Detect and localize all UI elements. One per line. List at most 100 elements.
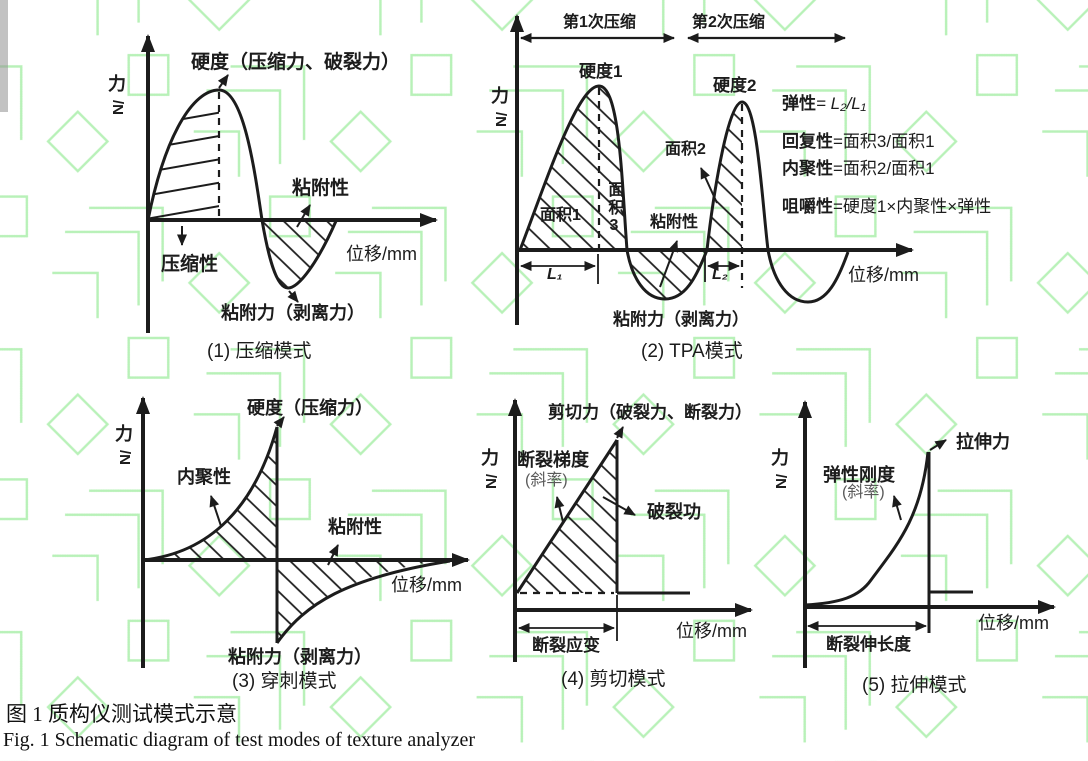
decay-curve: [275, 559, 451, 644]
p2-label-L1: L₁: [547, 266, 563, 283]
p2-x-axis-label: 位移/mm: [848, 265, 919, 285]
scan-artifact: [0, 0, 8, 112]
panel-4-shear: [508, 398, 753, 662]
panel-2-tpa: [510, 14, 914, 325]
p2-label-first-compression: 第1次压缩: [563, 14, 636, 31]
p3-ylabel-force: 力: [115, 424, 133, 444]
p5-label-elongation: 断裂伸长度: [826, 635, 911, 654]
p4-ylabel-unit: /N: [481, 474, 499, 489]
leader-cohesiveness: [209, 495, 222, 527]
p1-title: (1) 压缩模式: [207, 341, 312, 362]
p2-label-hardness2: 硬度2: [713, 76, 757, 95]
p5-x-axis-label: 位移/mm: [978, 613, 1049, 633]
p5-y-axis-label: 力 /N: [767, 444, 793, 490]
p1-label-hardness: 硬度（压缩力、破裂力）: [191, 52, 401, 73]
p4-label-shear-force: 剪切力（破裂力、断裂力）: [548, 403, 752, 422]
p2-formula-resilience: 回复性=面积3/面积1: [782, 127, 935, 152]
p3-title: (3) 穿刺模式: [232, 671, 337, 692]
p3-x-axis-label: 位移/mm: [391, 575, 462, 595]
rise-curve: [142, 426, 279, 562]
p3-label-hardness: 硬度（压缩力）: [247, 398, 373, 418]
figure-caption-en: Fig. 1 Schematic diagram of test modes o…: [3, 729, 476, 751]
p3-ylabel-unit: /N: [115, 450, 133, 465]
p5-label-tensile-force: 拉伸力: [956, 432, 1010, 452]
hatch-area2: [707, 102, 742, 250]
leader-hardness: [273, 416, 285, 429]
p2-label-hardness1: 硬度1: [579, 62, 623, 81]
hatch-area1-3: [520, 86, 627, 250]
p2-label-area2: 面积2: [665, 141, 706, 158]
p5-title: (5) 拉伸模式: [862, 675, 967, 696]
p1-label-adhesive-force: 粘附力（剥离力）: [221, 303, 365, 323]
leader-adhesive-force: [287, 290, 299, 303]
p2-label-adhesive-force: 粘附力（剥离力）: [613, 310, 749, 329]
p2-formula-cohesiveness-expr: =面积2/面积1: [833, 159, 935, 178]
p4-label-rupture-work: 破裂功: [647, 502, 701, 522]
p2-ylabel-force: 力: [491, 86, 509, 106]
p4-x-axis-label: 位移/mm: [676, 621, 747, 641]
leader-hardness: [217, 74, 229, 89]
hatch-adhesion: [277, 560, 430, 643]
p2-ylabel-unit: /N: [491, 112, 509, 127]
rise-line: [515, 439, 619, 594]
panel-3-puncture: [136, 396, 470, 668]
p2-formula-elasticity-term: 弹性: [782, 94, 816, 113]
leader-shear-force: [613, 426, 624, 439]
panel-1-compression: [141, 34, 438, 333]
hatch-cohesiveness: [143, 427, 277, 560]
tension-curve: [804, 451, 930, 607]
p2-label-L2: L₂: [712, 266, 728, 283]
p2-formula-resilience-expr: =面积3/面积1: [833, 132, 935, 151]
p2-y-axis-label: 力 /N: [487, 82, 513, 128]
leader-adhesiveness: [296, 204, 311, 228]
p1-ylabel-unit: /N: [108, 100, 126, 115]
p2-formula-cohesiveness-term: 内聚性: [782, 159, 833, 178]
p2-formula-cohesiveness: 内聚性=面积2/面积1: [782, 154, 935, 179]
p1-y-axis-label: 力 /N: [104, 70, 130, 116]
leader-area2: [700, 167, 718, 204]
p2-formula-resilience-term: 回复性: [782, 132, 833, 151]
panel-5-tension: [798, 400, 1056, 668]
p3-label-adhesive-force: 粘附力（剥离力）: [228, 647, 372, 667]
p4-title: (4) 剪切模式: [561, 669, 666, 690]
p2-formula-chewiness-expr: =硬度1×内聚性×弹性: [833, 197, 992, 216]
force-curve: [518, 84, 850, 304]
p4-label-fracture-strain: 断裂应变: [532, 636, 600, 655]
leader-slope: [892, 495, 902, 521]
p4-ylabel-force: 力: [481, 448, 499, 468]
figure-caption-zh: 图 1 质构仪测试模式示意: [6, 702, 237, 726]
force-curve: [146, 88, 338, 290]
p3-label-cohesiveness: 内聚性: [177, 467, 231, 487]
p2-formula-elasticity-expr: = L₂/L₁: [816, 94, 867, 113]
p5-label-slope: (斜率): [842, 484, 885, 501]
p5-ylabel-force: 力: [771, 448, 789, 468]
p3-label-adhesiveness: 粘附性: [328, 517, 382, 537]
leader-adhesiveness: [327, 544, 339, 566]
p1-x-axis-label: 位移/mm: [346, 244, 417, 264]
p2-formula-chewiness-term: 咀嚼性: [782, 197, 833, 216]
p4-label-fracture-gradient: 断裂梯度: [517, 450, 589, 470]
p2-label-adhesiveness: 粘附性: [650, 214, 699, 231]
p5-ylabel-unit: /N: [771, 474, 789, 489]
p4-y-axis-label: 力 /N: [477, 444, 503, 490]
p2-label-area1: 面积1: [540, 207, 581, 224]
p2-title: (2) TPA模式: [641, 341, 743, 362]
p3-y-axis-label: 力 /N: [111, 420, 137, 466]
p2-label-area3: 面积3: [605, 181, 623, 236]
leader-adhesiveness: [659, 240, 679, 288]
p2-label-second-compression: 第2次压缩: [692, 14, 765, 31]
p4-label-slope: (斜率): [525, 472, 568, 489]
p2-formula-elasticity: 弹性= L₂/L₁: [782, 89, 866, 114]
hatch-area-adhesion: [262, 220, 336, 288]
leader-slope: [554, 496, 565, 523]
hatch-area-compress: [148, 90, 219, 220]
leader-tensile-force: [929, 439, 947, 451]
p1-label-compressibility: 压缩性: [161, 254, 219, 275]
p1-ylabel-force: 力: [108, 74, 126, 94]
leader-rupture-work: [602, 496, 636, 516]
p5-label-elastic-stiffness: 弹性刚度: [823, 465, 895, 485]
p2-formula-chewiness: 咀嚼性=硬度1×内聚性×弹性: [782, 192, 991, 217]
p1-label-adhesiveness: 粘附性: [292, 178, 350, 199]
